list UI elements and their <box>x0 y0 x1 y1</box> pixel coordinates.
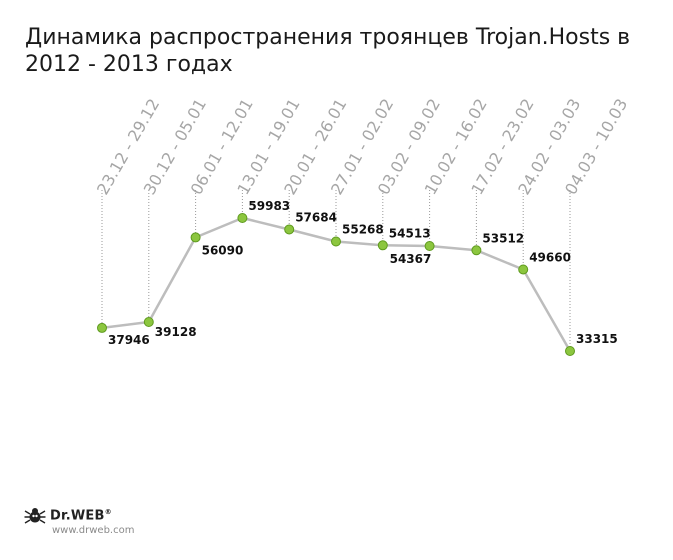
spider-icon <box>24 508 46 524</box>
data-point <box>97 322 107 333</box>
data-label: 54367 <box>390 252 432 266</box>
data-point <box>284 224 295 235</box>
data-label: 59983 <box>248 199 290 213</box>
data-label: 57684 <box>295 210 337 224</box>
data-label: 55268 <box>342 223 384 237</box>
data-point <box>565 346 575 356</box>
brand-website: www.drweb.com <box>52 525 135 536</box>
data-label: 49660 <box>529 250 571 264</box>
data-point <box>471 245 482 256</box>
data-point <box>237 213 248 223</box>
data-label: 54513 <box>389 226 431 240</box>
brand-logo: Dr.WEB® <box>24 506 112 526</box>
data-label: 56090 <box>202 243 244 257</box>
data-point <box>143 317 154 328</box>
data-point <box>331 236 341 247</box>
data-label: 37946 <box>108 333 150 347</box>
data-label: 53512 <box>482 231 524 245</box>
data-label: 39128 <box>155 325 197 339</box>
chart-title: Динамика распространения троянцев Trojan… <box>25 25 631 77</box>
data-point <box>424 241 435 252</box>
data-point <box>190 232 201 243</box>
data-point <box>377 240 388 251</box>
data-label: 33315 <box>576 332 618 346</box>
brand-name: Dr.WEB® <box>50 508 112 524</box>
data-point <box>518 264 529 275</box>
